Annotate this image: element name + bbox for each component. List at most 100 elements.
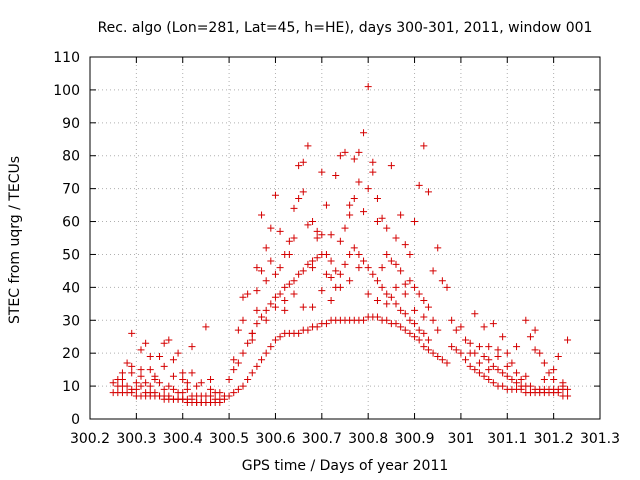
data-point — [322, 320, 330, 328]
data-point — [313, 254, 321, 262]
data-point — [295, 329, 303, 337]
data-point — [564, 336, 572, 344]
data-point — [114, 376, 122, 384]
data-point — [513, 343, 521, 351]
y-tick-label: 0 — [71, 412, 80, 428]
data-point — [188, 343, 196, 351]
data-point — [489, 362, 497, 370]
data-point — [156, 379, 164, 387]
data-point — [383, 300, 391, 308]
data-point — [128, 369, 136, 377]
data-point — [378, 283, 386, 291]
data-point — [262, 306, 270, 314]
data-point — [420, 329, 428, 337]
data-point — [364, 290, 372, 298]
data-point — [318, 287, 326, 295]
data-point — [313, 323, 321, 331]
data-point — [411, 320, 419, 328]
data-point — [262, 244, 270, 252]
data-point — [160, 362, 168, 370]
x-tick-label: 301.2 — [534, 431, 574, 447]
data-point — [341, 224, 349, 232]
data-point — [369, 158, 377, 166]
data-point — [508, 359, 516, 367]
data-point — [169, 372, 177, 380]
data-point — [132, 379, 140, 387]
data-point — [118, 369, 126, 377]
x-tick-label: 301 — [448, 431, 475, 447]
data-point — [429, 267, 437, 275]
data-point — [285, 280, 293, 288]
data-point — [420, 343, 428, 351]
data-point — [299, 158, 307, 166]
y-tick-label: 40 — [62, 280, 80, 296]
data-point — [387, 257, 395, 265]
data-point — [197, 379, 205, 387]
data-point — [262, 349, 270, 357]
data-point — [258, 211, 266, 219]
data-point — [364, 185, 372, 193]
data-point — [267, 257, 275, 265]
data-point — [281, 297, 289, 305]
data-point — [360, 316, 368, 324]
data-point — [522, 316, 530, 324]
data-point — [424, 336, 432, 344]
data-point — [392, 260, 400, 268]
data-point — [128, 329, 136, 337]
data-point — [230, 366, 238, 374]
data-point — [531, 346, 539, 354]
data-point — [248, 336, 256, 344]
data-point — [234, 326, 242, 334]
grid-lines — [90, 57, 600, 419]
data-point — [216, 389, 224, 397]
data-point — [411, 333, 419, 341]
data-point — [383, 290, 391, 298]
data-point — [559, 382, 567, 390]
data-point — [169, 385, 177, 393]
data-point — [290, 234, 298, 242]
y-axis-label: STEC from uqrg / TECUs — [7, 156, 23, 324]
data-point — [142, 379, 150, 387]
data-point — [420, 313, 428, 321]
data-point — [350, 155, 358, 163]
data-point — [554, 352, 562, 360]
data-point — [392, 234, 400, 242]
data-point — [248, 369, 256, 377]
data-point — [304, 221, 312, 229]
data-point — [160, 339, 168, 347]
data-point — [434, 244, 442, 252]
data-point — [309, 303, 317, 311]
data-point — [369, 168, 377, 176]
data-point — [332, 267, 340, 275]
data-point — [355, 178, 363, 186]
data-point — [550, 376, 558, 384]
data-point — [406, 250, 414, 258]
data-point — [239, 293, 247, 301]
data-point — [332, 171, 340, 179]
data-point — [295, 270, 303, 278]
data-point — [434, 352, 442, 360]
data-point — [475, 369, 483, 377]
data-point — [285, 237, 293, 245]
data-point — [271, 303, 279, 311]
data-point — [471, 366, 479, 374]
data-point — [290, 204, 298, 212]
y-tick-label: 30 — [62, 313, 80, 329]
data-point — [355, 264, 363, 272]
data-point — [304, 260, 312, 268]
data-point — [448, 316, 456, 324]
data-point — [545, 369, 553, 377]
data-point — [341, 260, 349, 268]
data-point — [392, 283, 400, 291]
data-point — [137, 366, 145, 374]
data-point — [239, 382, 247, 390]
data-point — [360, 129, 368, 137]
data-point — [327, 257, 335, 265]
data-point — [350, 195, 358, 203]
data-point — [462, 336, 470, 344]
y-tick-label: 70 — [62, 182, 80, 198]
x-tick-label: 300.5 — [209, 431, 249, 447]
data-point — [397, 323, 405, 331]
data-point — [179, 395, 187, 403]
